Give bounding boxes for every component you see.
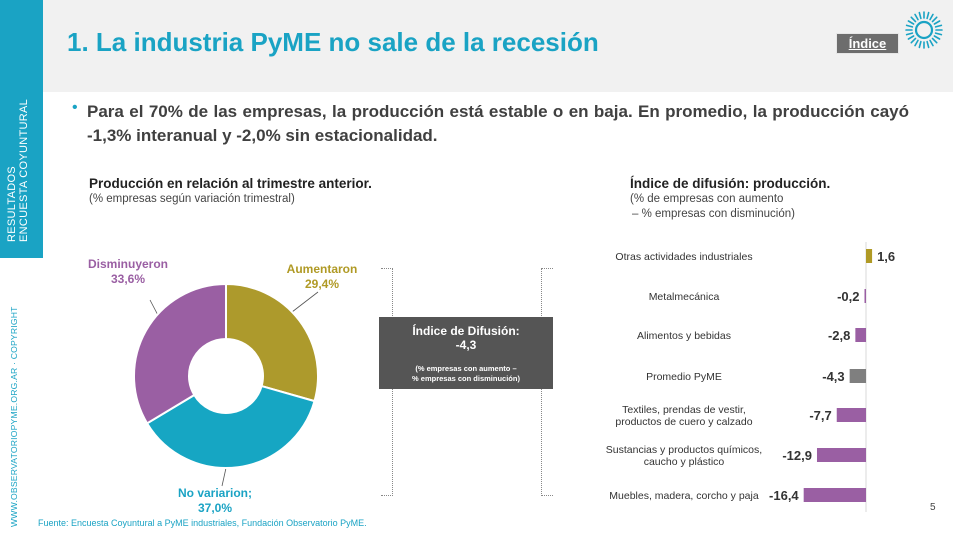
bar-2	[855, 328, 866, 342]
bar-6	[803, 488, 866, 502]
bar-0	[866, 249, 873, 263]
bullet-icon: •	[72, 99, 78, 116]
pie-label-disminuyeron-value: 33,6%	[110, 272, 146, 286]
source-footnote: Fuente: Encuesta Coyuntural a PyME indus…	[38, 518, 367, 528]
bar-value-label: -7,7	[809, 408, 831, 423]
diffusion-chart-subtitle-line2: – % empresas con disminución)	[632, 208, 795, 220]
logo-ray	[933, 35, 941, 40]
pie-slice-no-variaron	[145, 384, 316, 469]
logo-ray	[910, 16, 917, 23]
diffusion-chart-subtitle-line1: (% de empresas con aumento	[630, 193, 784, 205]
logo-ray	[934, 32, 943, 36]
logo-ray	[907, 35, 915, 40]
logo-ray	[933, 20, 941, 25]
bar-value-label: -12,9	[782, 448, 812, 463]
pie-label-aumentaron-name: Aumentaron	[286, 262, 358, 276]
bar-category-label: Alimentos y bebidas	[637, 330, 731, 342]
logo-ray	[926, 11, 930, 20]
diffusion-box-note-line1: (% empresas con aumento –	[415, 364, 517, 373]
page-title: 1. La industria PyME no sale de la reces…	[67, 27, 599, 57]
bar-category-label: Muebles, madera, corcho y paja	[609, 490, 759, 502]
diffusion-box-title: Índice de Difusión:	[412, 324, 520, 338]
logo-ray	[926, 40, 930, 49]
bar-3	[849, 369, 866, 383]
logo-ray	[914, 13, 919, 21]
bar-value-label: -4,3	[822, 369, 844, 384]
logo-ray	[929, 39, 934, 47]
diffusion-box-note-line2: % empresas con disminución)	[412, 374, 520, 383]
bar-value-label: -0,2	[837, 289, 859, 304]
logo-ray	[934, 24, 943, 28]
bar-5	[816, 448, 866, 462]
production-donut-chart	[133, 283, 319, 469]
pie-label-aumentaron: Aumentaron 29,4%	[262, 262, 382, 292]
bar-value-label: 1,6	[877, 249, 895, 264]
logo-ray	[918, 40, 922, 49]
production-chart-title: Producción en relación al trimestre ante…	[89, 176, 372, 191]
bar-category-label: productos de cuero y calzado	[615, 416, 752, 428]
logo-rays	[905, 11, 943, 49]
pie-label-disminuyeron: Disminuyeron 33,6%	[68, 257, 188, 287]
logo-ray	[914, 39, 919, 47]
logo-ray	[907, 20, 915, 25]
bar-4	[836, 408, 866, 422]
page-number: 5	[930, 502, 936, 513]
sidebar-block	[0, 0, 43, 258]
pie-label-no-variaron-name: No variarion;	[177, 486, 252, 500]
pie-label-aumentaron-value: 29,4%	[304, 277, 340, 291]
header	[43, 0, 953, 92]
diffusion-chart-title: Índice de difusión: producción.	[630, 176, 831, 191]
pie-label-no-variaron-value: 37,0%	[197, 501, 233, 515]
bar-category-label: Metalmecánica	[649, 291, 720, 303]
observatorio-logo-icon	[905, 11, 943, 49]
logo-ray	[905, 24, 914, 28]
pie-label-disminuyeron-name: Disminuyeron	[87, 257, 168, 271]
bar-category-label: Otras actividades industriales	[615, 251, 752, 263]
index-button[interactable]: Índice	[836, 33, 899, 54]
logo-center-ring	[914, 20, 934, 40]
headline-bullet-text: Para el 70% de las empresas, la producci…	[87, 102, 909, 145]
logo-ray	[918, 11, 922, 20]
bar-category-label: Promedio PyME	[646, 371, 722, 383]
sidebar: RESULTADOS ENCUESTA COYUNTURAL WWW.OBSER…	[0, 0, 43, 536]
bar-value-label: -16,4	[769, 488, 799, 503]
bar-value-label: -2,8	[828, 328, 850, 343]
diffusion-box-value: -4,3	[455, 338, 477, 352]
logo-ray	[905, 32, 914, 36]
logo-ray	[929, 13, 934, 21]
bar-category-label: caucho y plástico	[644, 456, 725, 468]
bar-category-label: Textiles, prendas de vestir,	[622, 404, 746, 416]
logo-ray	[931, 37, 938, 44]
pie-slice-aumentaron	[225, 283, 319, 403]
logo-ray	[931, 16, 938, 23]
bar-1	[864, 289, 866, 303]
logo-ray	[910, 37, 917, 44]
pie-label-no-variaron: No variarion; 37,0%	[155, 486, 275, 516]
bar-category-label: Sustancias y productos químicos,	[606, 444, 762, 456]
pie-slice-disminuyeron	[133, 283, 227, 425]
production-chart-subtitle: (% empresas según variación trimestral)	[89, 193, 295, 205]
diffusion-index-box: Índice de Difusión: -4,3 (% empresas con…	[379, 317, 553, 389]
